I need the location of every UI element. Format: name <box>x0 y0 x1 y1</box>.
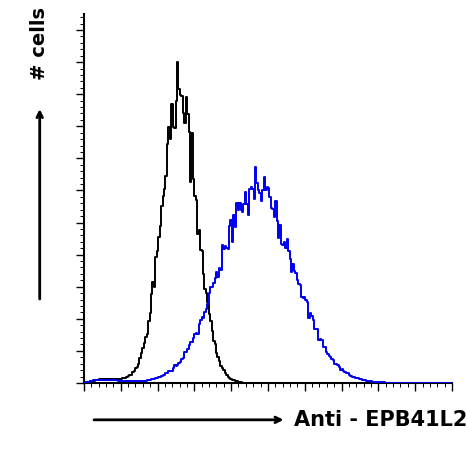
Text: # cells: # cells <box>30 7 49 80</box>
Text: Anti - EPB41L2 / 4.1G: Anti - EPB41L2 / 4.1G <box>294 410 466 430</box>
